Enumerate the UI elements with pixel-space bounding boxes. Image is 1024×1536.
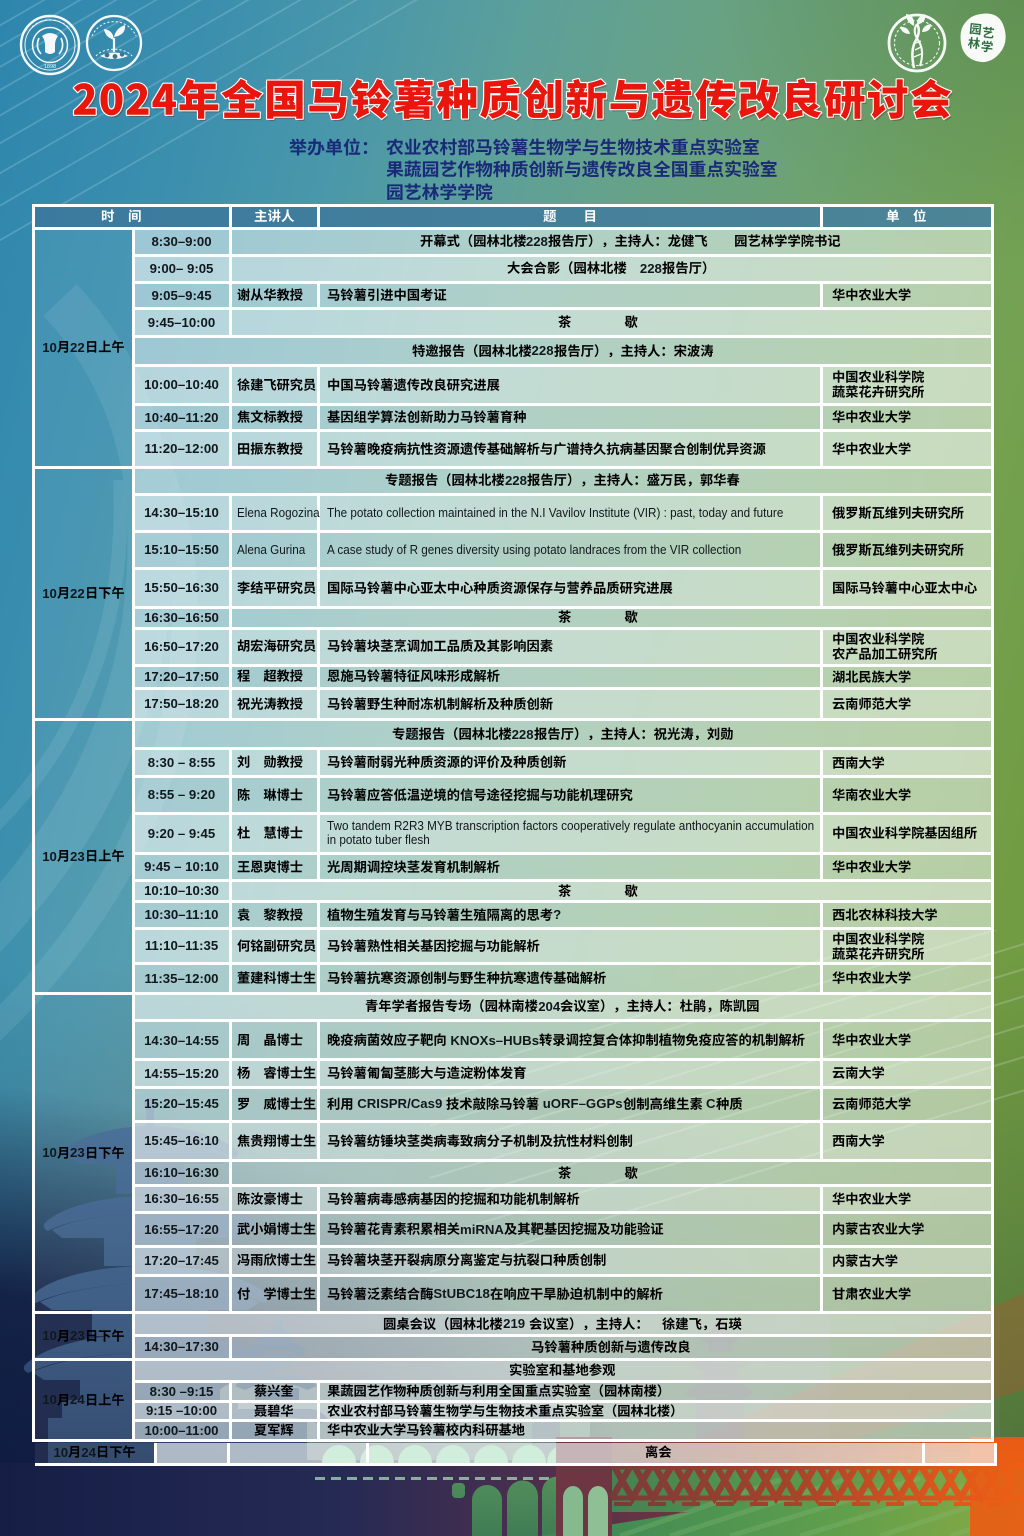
svg-text:1898: 1898 [44, 64, 56, 70]
